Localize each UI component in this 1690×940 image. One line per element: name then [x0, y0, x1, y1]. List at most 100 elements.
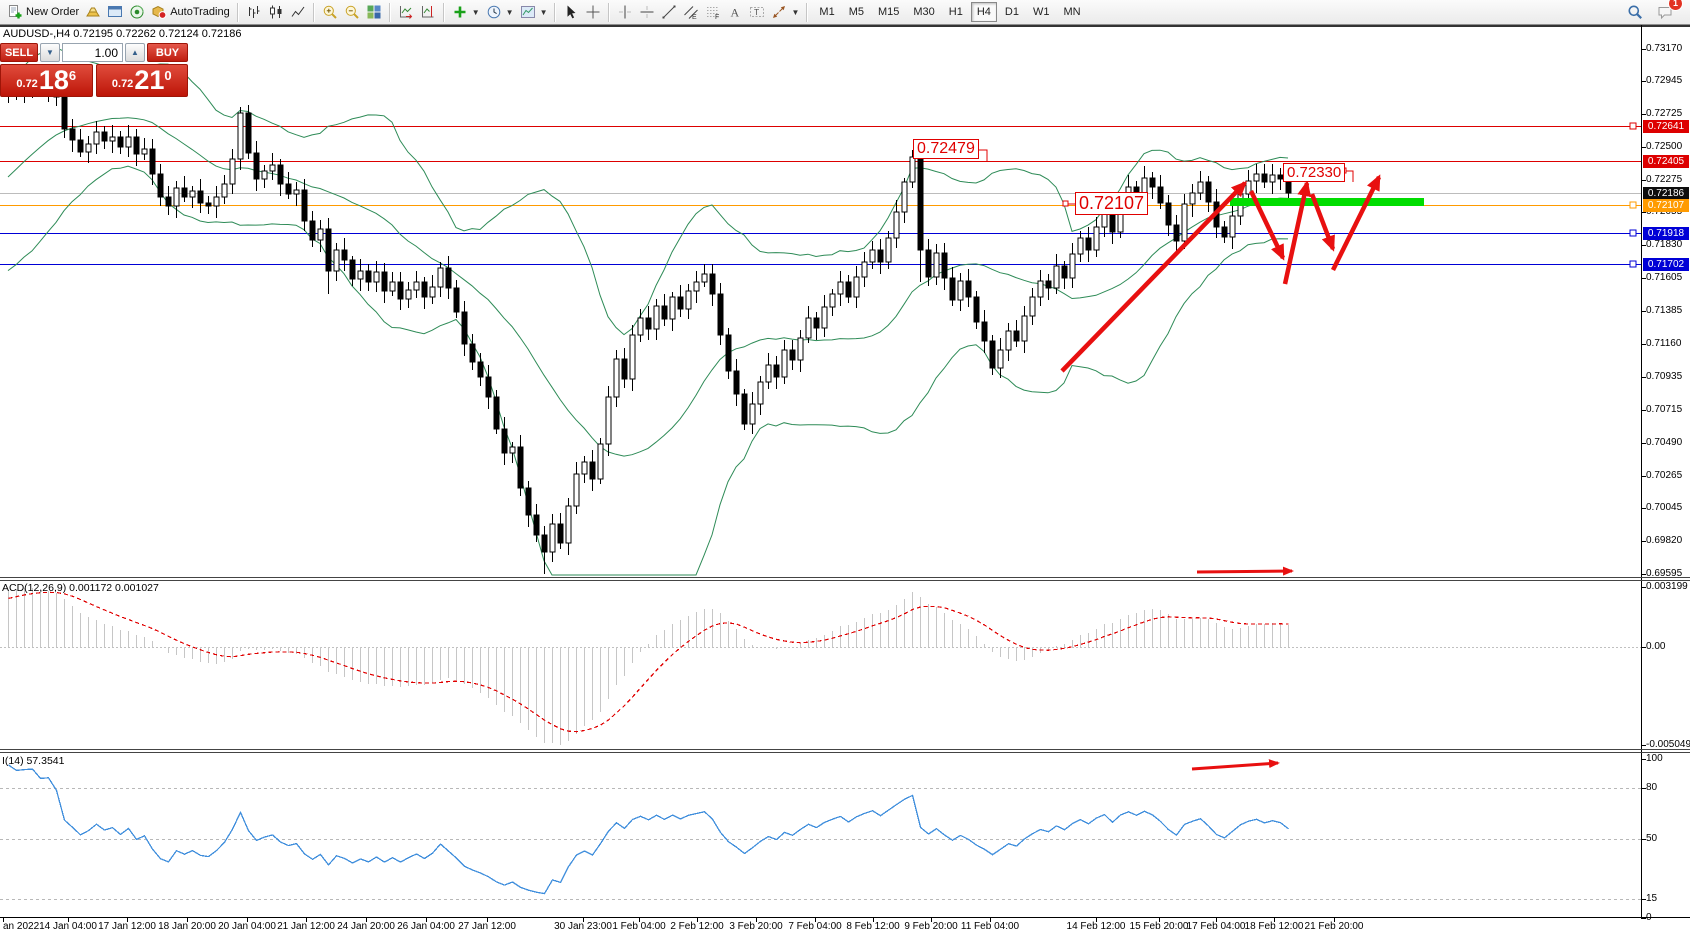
date-axis-label: 20 Jan 04:00 — [218, 921, 276, 932]
axis-tick-label: 0 — [1646, 912, 1652, 923]
horizontal-line-button[interactable] — [636, 1, 658, 23]
price-callout-0.72107[interactable]: 0.72107 — [1075, 192, 1149, 215]
timeframe-m30-button[interactable]: M30 — [913, 6, 935, 18]
signal-icon — [129, 4, 145, 20]
toolbar-right-icons: 1 — [1624, 0, 1686, 23]
trendline-button[interactable] — [658, 1, 680, 23]
toolbar-separator — [388, 2, 391, 22]
date-axis-label: 18 Jan 20:00 — [158, 921, 216, 932]
vertical-line-button[interactable] — [614, 1, 636, 23]
zoom-out-button[interactable] — [341, 1, 363, 23]
callout-connector — [1344, 170, 1354, 182]
price-tag-0.72641[interactable]: 0.72641 — [1643, 120, 1689, 133]
price-tag-0.71702[interactable]: 0.71702 — [1643, 258, 1689, 271]
equidistant-channel-button[interactable]: E — [680, 1, 702, 23]
axis-tick-label: 0.71385 — [1646, 305, 1683, 316]
price-tag-0.72107[interactable]: 0.72107 — [1643, 199, 1689, 212]
new-order-button[interactable]: New Order — [4, 1, 82, 23]
notifications-button[interactable]: 1 — [1654, 0, 1683, 23]
price-levels-layer — [0, 122, 1641, 268]
bid-price-button[interactable]: 0.72 18 6 — [0, 64, 93, 97]
timeframe-w1-button[interactable]: W1 — [1032, 6, 1050, 18]
timeframe-m15-button[interactable]: M15 — [877, 6, 900, 18]
trend-arrow[interactable] — [1282, 180, 1312, 285]
arrows-icon — [771, 4, 787, 20]
axis-tick-label: 0.70490 — [1646, 437, 1683, 448]
toolbar-separator — [608, 2, 611, 22]
chevron-down-icon: ▼ — [539, 7, 548, 17]
periods-button[interactable]: ▼ — [483, 1, 517, 23]
axis-tick-label: -0.005049 — [1646, 739, 1690, 750]
price-callout-0.72479[interactable]: 0.72479 — [913, 139, 979, 160]
date-axis-label: 8 Feb 12:00 — [846, 921, 900, 932]
price-tag-0.72186[interactable]: 0.72186 — [1643, 187, 1689, 200]
chart-shift-button[interactable] — [417, 1, 439, 23]
text-button[interactable]: A — [724, 1, 746, 23]
indicators-button[interactable]: ▼ — [449, 1, 483, 23]
text-label-button[interactable]: T — [746, 1, 768, 23]
macd-indicator-label: ACD(12,26,9) 0.001172 0.001027 — [2, 582, 159, 594]
axis-tick-label: 0.70715 — [1646, 404, 1683, 415]
autotrading-button[interactable]: AutoTrading — [148, 1, 233, 23]
chevron-down-icon: ▼ — [46, 48, 54, 57]
timeframe-m1-button[interactable]: M1 — [819, 6, 835, 18]
volume-increase-button[interactable]: ▲ — [125, 43, 145, 62]
chevron-down-icon: ▼ — [471, 7, 480, 17]
timeframe-mn-button[interactable]: MN — [1063, 6, 1081, 18]
arrows-button[interactable]: ▼ — [768, 1, 802, 23]
price-tag-0.72405[interactable]: 0.72405 — [1643, 155, 1689, 168]
support-highlight-bar[interactable] — [1230, 198, 1424, 206]
sell-button[interactable]: SELL — [0, 43, 38, 62]
price-tag-0.71918[interactable]: 0.71918 — [1643, 227, 1689, 240]
volume-decrease-button[interactable]: ▼ — [40, 43, 60, 62]
cursor-icon — [563, 4, 579, 20]
chevron-up-icon: ▲ — [131, 48, 139, 57]
axis-tick-label: 50 — [1646, 833, 1658, 844]
toolbar: New Order AutoTrading ▼ ▼ ▼ E F A T ▼ M1 M5 M15 M30 H1… — [0, 0, 1690, 25]
tile-windows-button[interactable] — [363, 1, 385, 23]
trend-arrow[interactable] — [1330, 174, 1382, 271]
indicator-arrow[interactable] — [1196, 566, 1294, 576]
bar-chart-button[interactable] — [243, 1, 265, 23]
bid-big-digits: 18 — [38, 65, 69, 95]
chart-window-button[interactable] — [104, 1, 126, 23]
timeframe-d1-button[interactable]: D1 — [1004, 6, 1019, 18]
date-axis-label: 9 Feb 20:00 — [904, 921, 958, 932]
chart-window-icon — [107, 4, 123, 20]
search-button[interactable] — [1624, 1, 1646, 23]
line-chart-button[interactable] — [287, 1, 309, 23]
date-axis-label: 21 Feb 20:00 — [1304, 921, 1364, 932]
volume-input[interactable]: 1.00 — [62, 43, 123, 62]
buy-button[interactable]: BUY — [147, 43, 188, 62]
gold-button[interactable] — [82, 1, 104, 23]
trend-arrow[interactable] — [1309, 193, 1336, 252]
toolbar-separator — [236, 2, 239, 22]
annotations-layer[interactable] — [971, 146, 1424, 771]
bid-pip-digit: 6 — [68, 68, 77, 83]
date-axis-label: 27 Jan 12:00 — [458, 921, 516, 932]
axis-tick-label: 0.70265 — [1646, 470, 1683, 481]
price-callout-0.72330[interactable]: 0.72330 — [1283, 163, 1346, 183]
auto-scroll-button[interactable] — [395, 1, 417, 23]
zoom-in-button[interactable] — [319, 1, 341, 23]
date-axis-label: 14 Jan 04:00 — [39, 921, 97, 932]
templates-button[interactable]: ▼ — [517, 1, 551, 23]
axis-tick-label: 0.70045 — [1646, 502, 1683, 513]
indicator-arrow[interactable] — [1191, 759, 1280, 771]
signals-button[interactable] — [126, 1, 148, 23]
timeframe-h4-button[interactable]: H4 — [970, 2, 997, 22]
toolbar-separator — [442, 2, 445, 22]
candlestick-chart-button[interactable] — [265, 1, 287, 23]
axis-tick-label: 0.003199 — [1646, 581, 1688, 592]
timeframe-h1-button[interactable]: H1 — [948, 6, 963, 18]
trend-arrow[interactable] — [1248, 190, 1286, 261]
fibonacci-button[interactable]: F — [702, 1, 724, 23]
date-axis-label: 24 Jan 20:00 — [337, 921, 395, 932]
trend-arrow[interactable] — [1060, 180, 1248, 373]
ask-price-button[interactable]: 0.72 21 0 — [95, 64, 188, 97]
cursor-button[interactable] — [560, 1, 582, 23]
axis-tick-label: 0.69595 — [1646, 568, 1683, 579]
timeframe-m5-button[interactable]: M5 — [848, 6, 864, 18]
rsi-layer — [0, 764, 1641, 900]
crosshair-button[interactable] — [582, 1, 604, 23]
